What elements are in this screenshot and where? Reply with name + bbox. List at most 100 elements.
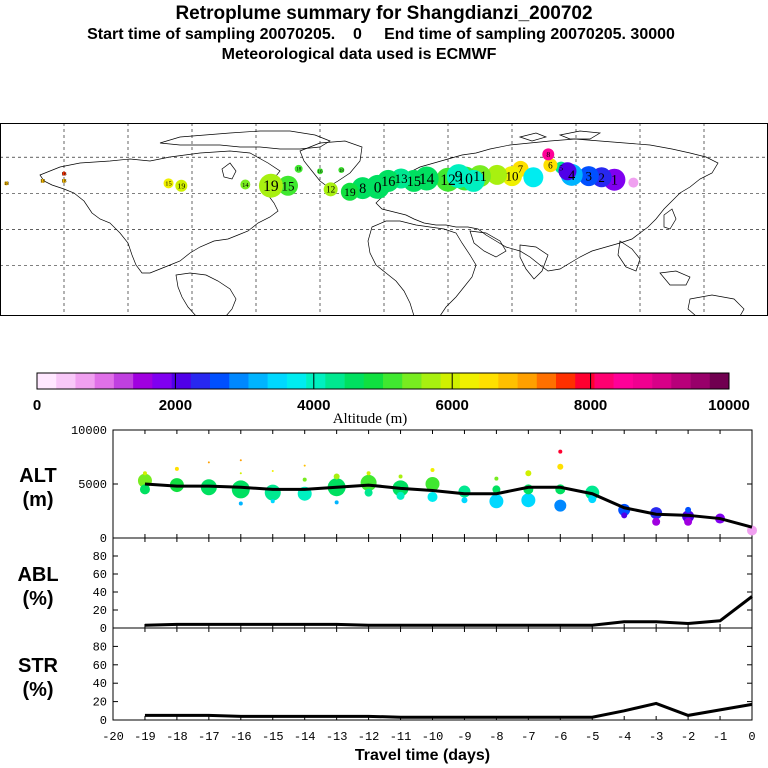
colorbar-swatch [306,373,326,389]
plume-marker [543,158,558,173]
altitude-point [458,485,471,498]
colorbar-swatch [690,373,711,389]
colorbar-tick-label: 4000 [297,397,330,414]
plume-day-label: 0 [374,179,382,196]
altitude-point [430,467,435,472]
altitude-point [366,471,371,476]
y-tick-label: 60 [93,568,107,582]
plume-day-label: 8 [359,181,366,197]
altitude-point [271,470,274,473]
altitude-point [684,517,693,526]
x-tick-label: -18 [166,730,188,744]
plume-marker [317,168,323,175]
panel-abl: 0 20 40 60 80 ABL(%) [17,537,753,636]
colorbar-swatches [37,373,730,389]
plume-day-label: 11 [473,169,487,185]
colorbar-swatch [325,373,345,389]
travel-time-panels: 0500010000ALT(m)020406080ABL(%)020406080… [17,424,757,764]
altitude-point [139,484,150,495]
colorbar-swatch [652,373,672,389]
y-tick-label: 80 [93,640,107,654]
altitude-point [398,474,403,479]
colorbar-swatch [479,373,499,389]
x-tick-label: -12 [358,730,380,744]
colorbar-swatch [363,373,384,389]
altitude-point [489,494,504,509]
altitude-point [427,491,438,502]
sampling-time-line: Start time of sampling 20070205. 0 End t… [87,26,675,43]
altitude-point [231,480,250,499]
colorbar-tick-label: 6000 [436,397,469,414]
y-tick-label: 20 [93,604,107,618]
x-tick-label: -2 [681,730,695,744]
met-data-line: Meteorological data used is ECMWF [221,46,497,63]
y-tick-label: 40 [93,586,107,600]
plume-marker [338,167,345,174]
colorbar-swatch [171,373,192,389]
x-tick-label: -13 [326,730,348,744]
altitude-point [685,506,692,513]
plume-day-label: 9 [455,169,463,186]
plume-marker [62,171,66,176]
colorbar-label: Altitude (m) [333,411,408,427]
plume-day-label: 7 [518,164,523,175]
altitude-point [425,477,440,491]
colorbar-frame [36,372,730,390]
altitude-point [239,472,242,475]
plume-day-label: 15 [282,178,295,193]
colorbar-swatch [575,373,595,389]
altitude-point [494,476,499,481]
colorbar-swatch [56,373,76,389]
panel-y-label: (%) [22,588,53,610]
plume-marker [240,179,251,190]
coastlines [39,130,745,316]
altitude-point [207,461,210,464]
plume-marker [175,179,188,192]
x-tick-label: -4 [617,730,631,744]
chart-title: Retroplume summary for Shangdianzi_20070… [175,3,593,24]
altitude-point [303,464,306,467]
plume-marker [294,164,303,173]
altitude-point [557,463,564,470]
altitude-point [364,488,373,497]
panel-y-label: (m) [22,489,53,511]
altitude-point [525,470,532,477]
plume-day-label: 19 [177,181,185,190]
plume-day-label: 6 [548,160,553,170]
y-tick-label: 20 [93,696,107,710]
plume-day-label: 18 [339,169,345,174]
altitude-mean-line [144,482,753,529]
plume-day-label: 10 [457,171,473,188]
plume-marker [628,177,639,188]
plume-day-label: 14 [419,171,435,188]
x-tick-label: 0 [748,730,755,744]
plume-day-label: 3 [586,169,593,184]
y-tick-label: 0 [100,714,107,728]
colorbar-swatch [210,373,230,389]
colorbar-swatch [440,373,461,389]
y-tick-label: 5000 [78,478,107,492]
plume-marker [462,169,485,192]
colorbar-swatch [286,373,307,389]
altitude-point [521,493,536,508]
y-tick-label: 0 [100,532,107,546]
plume-marker [278,175,298,196]
panel-alt: 0 5000 10000 ALT(m) [19,424,757,546]
world-map: 1234568710111012141513160819121519141915… [0,123,768,316]
colorbar-swatch [94,373,115,389]
x-tick-label: -11 [390,730,412,744]
colorbar-swatch [402,373,422,389]
plume-marker [542,148,555,161]
colorbar-swatch [421,373,441,389]
altitude-point [333,473,340,480]
colorbar-swatch [75,373,95,389]
colorbar-swatch [383,373,403,389]
plume-marker [523,167,544,188]
y-tick-label: 60 [93,659,107,673]
str-line [144,701,753,719]
x-axis-label: Travel time (days) [355,747,490,764]
colorbar-swatch [152,373,172,389]
plume-marker [578,166,599,187]
y-tick-label: 0 [100,622,107,636]
